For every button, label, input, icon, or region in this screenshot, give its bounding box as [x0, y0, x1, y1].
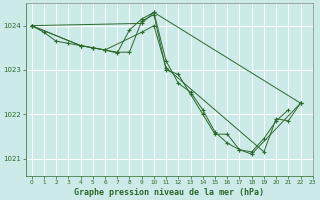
- X-axis label: Graphe pression niveau de la mer (hPa): Graphe pression niveau de la mer (hPa): [74, 188, 264, 197]
